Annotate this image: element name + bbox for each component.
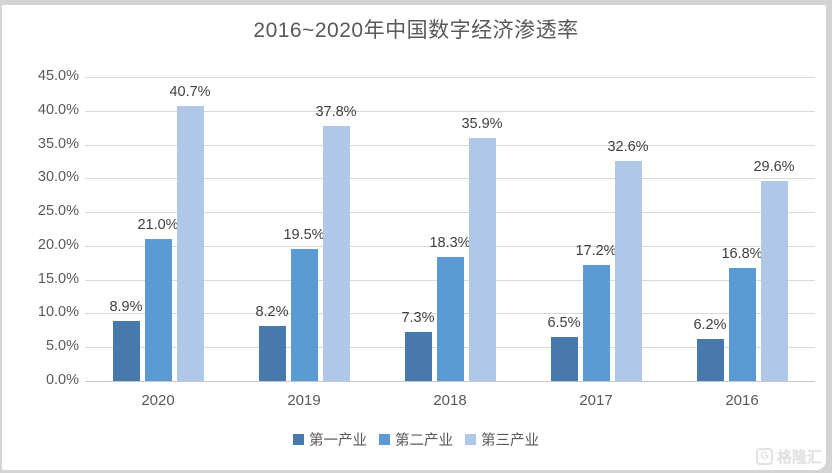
y-tick-label: 5.0%	[45, 338, 79, 355]
chart-title: 2016~2020年中国数字经济渗透率	[253, 19, 579, 42]
data-label-第二产业-2019: 19.5%	[283, 227, 325, 244]
bar-第二产业-2018	[436, 257, 464, 381]
x-tick-label-2017: 2017	[579, 392, 613, 409]
legend-swatch-icon	[379, 434, 390, 445]
data-label-第二产业-2017: 17.2%	[575, 242, 617, 259]
legend-item-第三产业: 第三产业	[465, 429, 539, 450]
gelonghui-watermark: G 格隆汇	[755, 446, 822, 467]
data-label-第三产业-2016: 29.6%	[753, 159, 795, 176]
bar-group-2020: 8.9% 21.0% 40.7%	[85, 77, 231, 381]
data-label-第三产业-2019: 37.8%	[315, 103, 357, 120]
bar-第三产业-2017	[614, 160, 642, 381]
data-label-第一产业-2017: 6.5%	[547, 315, 581, 332]
y-tick-label: 25.0%	[37, 203, 79, 220]
x-tick-label-2019: 2019	[287, 392, 321, 409]
chart-panel	[2, 5, 826, 470]
y-tick-label: 10.0%	[37, 304, 79, 321]
bar-第一产业-2020	[112, 320, 140, 381]
y-tick-label: 40.0%	[37, 101, 79, 118]
data-label-第一产业-2019: 8.2%	[255, 303, 289, 320]
y-tick-label: 45.0%	[37, 68, 79, 84]
bar-group-2017: 6.5% 17.2% 32.6%	[523, 77, 669, 381]
y-tick-label: 0.0%	[45, 372, 79, 388]
x-tick-label-2016: 2016	[725, 392, 759, 409]
bar-第二产业-2016	[728, 267, 756, 381]
bar-group-2016: 6.2% 16.8% 29.6%	[669, 77, 815, 381]
bar-第一产业-2018	[404, 331, 432, 381]
x-tick-label-2020: 2020	[141, 392, 175, 409]
x-tick-label-2018: 2018	[433, 392, 467, 409]
bar-第一产业-2017	[550, 337, 578, 381]
bar-第一产业-2016	[696, 339, 724, 381]
bar-第一产业-2019	[258, 325, 286, 381]
data-label-第一产业-2018: 7.3%	[401, 309, 435, 326]
data-label-第一产业-2020: 8.9%	[109, 298, 143, 315]
data-label-第二产业-2020: 21.0%	[137, 217, 179, 234]
gelonghui-watermark-text: 格隆汇	[776, 449, 822, 466]
legend-swatch-icon	[293, 434, 304, 445]
chart-legend: 第一产业 第二产业 第三产业	[0, 429, 832, 450]
data-label-第二产业-2016: 16.8%	[721, 245, 763, 262]
y-tick-label: 15.0%	[37, 270, 79, 287]
bar-第三产业-2019	[322, 125, 350, 381]
gridline-45.0%	[85, 77, 815, 78]
bar-第二产业-2020	[144, 239, 172, 381]
gridline-35.0%	[85, 144, 815, 146]
legend-label: 第一产业	[309, 433, 367, 449]
data-label-第二产业-2018: 18.3%	[429, 235, 471, 252]
gridline-20.0%	[85, 245, 815, 247]
bar-第三产业-2018	[468, 138, 496, 381]
plot-area: 8.9% 21.0% 40.7% 8.2% 19.5% 37.8% 7.3% 18.3% 35.…	[85, 77, 815, 382]
data-label-第三产业-2018: 35.9%	[461, 116, 503, 133]
gelonghui-logo-icon: G	[755, 448, 773, 465]
bar-group-2018: 7.3% 18.3% 35.9%	[377, 77, 523, 381]
bar-第三产业-2016	[760, 181, 788, 381]
legend-item-第一产业: 第一产业	[293, 429, 367, 450]
gridline-0.0%	[85, 381, 815, 382]
legend-label: 第二产业	[395, 433, 453, 449]
gridline-40.0%	[85, 110, 815, 112]
data-label-第一产业-2016: 6.2%	[693, 317, 727, 334]
y-tick-label: 20.0%	[37, 236, 79, 253]
y-tick-label: 35.0%	[37, 135, 79, 152]
gridline-30.0%	[85, 178, 815, 180]
gridline-25.0%	[85, 212, 815, 214]
legend-item-第二产业: 第二产业	[379, 429, 453, 450]
data-label-第三产业-2020: 40.7%	[169, 84, 211, 101]
bar-group-2019: 8.2% 19.5% 37.8%	[231, 77, 377, 381]
bar-第二产业-2017	[582, 264, 610, 381]
y-tick-label: 30.0%	[37, 169, 79, 186]
bar-第二产业-2019	[290, 249, 318, 381]
bar-第三产业-2020	[176, 106, 204, 381]
data-label-第三产业-2017: 32.6%	[607, 138, 649, 155]
legend-swatch-icon	[465, 434, 476, 445]
legend-label: 第三产业	[481, 433, 539, 449]
